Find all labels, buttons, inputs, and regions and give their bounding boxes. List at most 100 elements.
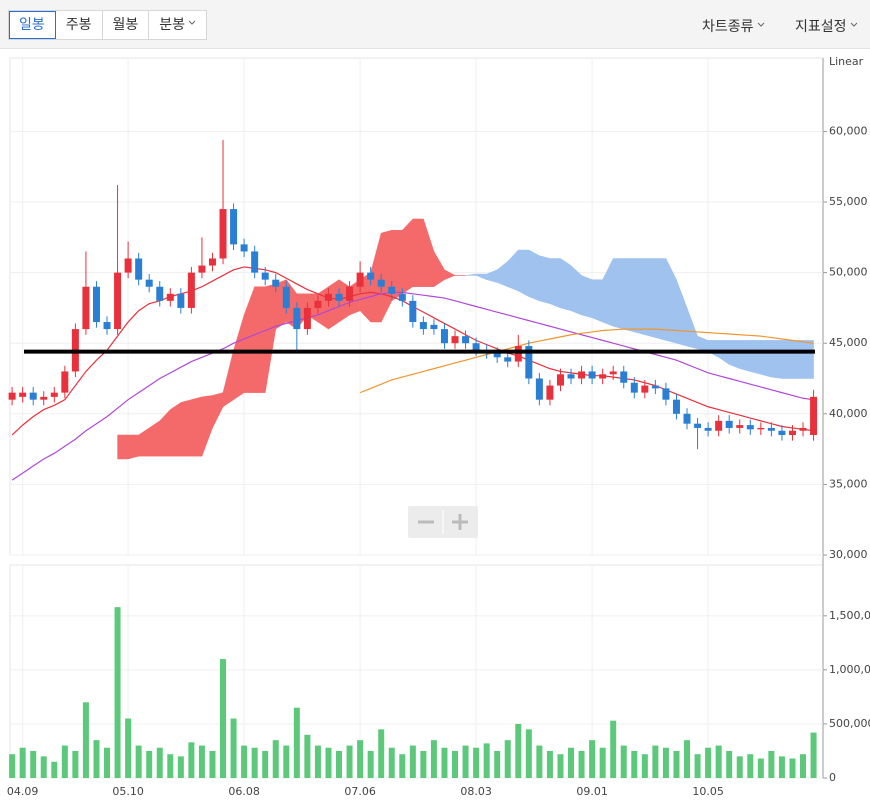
candle-body: [156, 286, 164, 301]
candle-body: [672, 399, 680, 414]
cloud: [528, 249, 540, 302]
cloud: [539, 255, 551, 305]
volume-bar: [61, 745, 68, 778]
volume-bar: [314, 745, 321, 778]
candle-body: [346, 286, 354, 301]
volume-bar: [462, 745, 469, 778]
menu[interactable]: 차트종류: [702, 16, 765, 36]
candle-body: [630, 382, 638, 393]
tab[interactable]: 일봉: [9, 11, 56, 39]
candle-body: [124, 258, 132, 273]
candle-body: [314, 300, 322, 308]
volume-bar: [19, 747, 26, 778]
tab[interactable]: 주봉: [56, 11, 103, 39]
volume-bar: [346, 745, 353, 778]
candle-body: [388, 286, 396, 294]
candle-body: [335, 293, 343, 301]
candle-body: [799, 427, 807, 431]
y-tick-label: 50,000: [829, 266, 868, 279]
cloud: [423, 218, 435, 287]
volume-bar: [146, 750, 153, 778]
cloud: [507, 249, 519, 292]
candle-body: [324, 293, 332, 301]
volume-bar: [9, 754, 16, 778]
volume-bar: [51, 761, 58, 778]
candle-body: [788, 430, 796, 435]
candle-body: [641, 385, 649, 393]
volume-bar: [726, 750, 733, 778]
candle-body: [251, 251, 259, 273]
candle-body: [662, 388, 670, 400]
cloud: [159, 408, 171, 457]
cloud: [591, 279, 603, 323]
cloud: [465, 273, 477, 276]
y-tick-label: 60,000: [829, 124, 868, 137]
cloud: [549, 258, 561, 309]
candle-body: [198, 265, 206, 273]
cloud: [602, 258, 614, 327]
volume-bar: [357, 740, 364, 778]
cloud: [781, 340, 793, 379]
candle-body: [767, 427, 775, 431]
candle-body: [535, 378, 543, 400]
y-tick-label: 35,000: [829, 477, 868, 490]
volume-bar: [652, 745, 659, 778]
volume-bar: [72, 750, 79, 778]
candle-body: [757, 427, 765, 430]
volume-bar: [30, 750, 37, 778]
candle-body: [50, 392, 58, 397]
cloud: [686, 307, 698, 350]
x-tick-label: 07.06: [344, 785, 376, 798]
candle-body: [588, 371, 596, 379]
x-tick-label: 09.01: [576, 785, 608, 798]
candle-body: [409, 300, 417, 323]
candle-body: [240, 244, 248, 252]
y-tick-label: 40,000: [829, 407, 868, 420]
cloud: [707, 340, 719, 358]
candle-body: [704, 427, 712, 431]
volume-bar: [589, 740, 596, 778]
candle-body: [230, 209, 238, 245]
cloud: [201, 395, 213, 457]
candle-body: [398, 293, 406, 301]
tab[interactable]: 분봉: [149, 11, 206, 39]
volume-bar: [283, 745, 290, 778]
candle-body: [208, 258, 216, 266]
volume-bar: [757, 758, 764, 778]
cloud: [180, 399, 192, 457]
tab[interactable]: 월봉: [103, 11, 150, 39]
ma-line: [11, 291, 814, 481]
cloud: [728, 340, 740, 369]
candle-body: [272, 279, 280, 287]
cloud: [771, 340, 783, 379]
volume-bar: [272, 740, 279, 778]
candle-body: [493, 353, 501, 358]
y-tick-label: 30,000: [829, 548, 868, 561]
candle-body: [135, 258, 143, 280]
volume-bar: [705, 747, 712, 778]
volume-bar: [367, 750, 374, 778]
y-tick-label: 0: [829, 771, 836, 784]
ma-line: [359, 328, 814, 394]
volume-bar: [125, 718, 132, 778]
volume-bar: [156, 747, 163, 778]
menu[interactable]: 지표설정: [795, 16, 858, 36]
volume-bar: [494, 750, 501, 778]
volume-bar: [409, 745, 416, 778]
x-tick-label: 06.08: [228, 785, 260, 798]
cloud: [496, 260, 508, 288]
cloud: [264, 283, 276, 393]
cloud: [676, 279, 688, 347]
candle-body: [609, 371, 617, 375]
candle-body: [778, 430, 786, 435]
x-tick-label: 04.09: [7, 785, 39, 798]
candle-body: [145, 279, 153, 287]
menu-label: 지표설정: [795, 19, 847, 35]
chart: Linear 04.09 05.10 06.08 07.06 08.03 09.01 10.…: [7, 55, 870, 798]
volume-bar: [673, 750, 680, 778]
price-frame: [9, 57, 824, 556]
candle-body: [810, 396, 818, 435]
x-tick-label: 08.03: [460, 785, 492, 798]
candle-body: [472, 343, 480, 351]
